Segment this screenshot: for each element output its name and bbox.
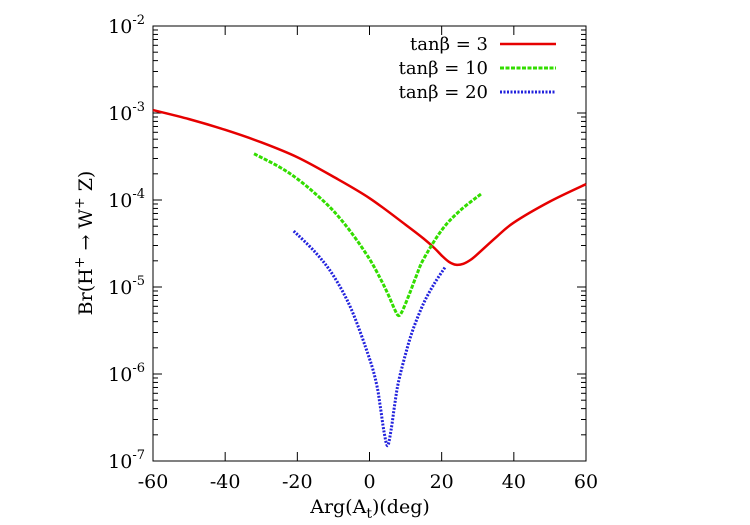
- y-tick-label: 10-5: [108, 274, 145, 299]
- y-tick-label: 10-3: [108, 100, 145, 125]
- series-line-2: [253, 152, 483, 318]
- y-tick-label: 10-6: [108, 361, 145, 386]
- legend-label: tanβ = 10: [399, 58, 488, 79]
- x-tick-label: -20: [282, 471, 313, 493]
- x-tick-label: 20: [430, 471, 454, 493]
- y-tick-label: 10-4: [108, 187, 145, 212]
- x-tick-label: 0: [363, 471, 375, 493]
- legend: tanβ = 3 tanβ = 10 tanβ = 20: [399, 34, 556, 103]
- x-tick-label: 40: [502, 471, 526, 493]
- series-line-1: [152, 108, 587, 267]
- x-tick-label: -60: [138, 471, 169, 493]
- legend-label: tanβ = 3: [410, 34, 488, 55]
- legend-label: tanβ = 20: [399, 82, 488, 103]
- y-tick-label: 10-7: [108, 448, 145, 473]
- y-axis: 10-7 10-6 10-5 10-4 10-3 10-2: [108, 13, 586, 473]
- series-line-3: [292, 229, 447, 448]
- y-tick-label: 10-2: [108, 13, 145, 38]
- y-axis-title: Br(H+ → W+ Z): [72, 171, 97, 316]
- x-axis-title: Arg(At)(deg): [309, 496, 430, 522]
- series-layer: [152, 108, 587, 448]
- x-tick-label: -40: [210, 471, 241, 493]
- x-tick-label: 60: [574, 471, 598, 493]
- svg-text:Br(H+ → W+ Z): Br(H+ → W+ Z): [72, 171, 97, 316]
- x-axis: -60 -40 -20 0 20 40 60: [138, 26, 598, 493]
